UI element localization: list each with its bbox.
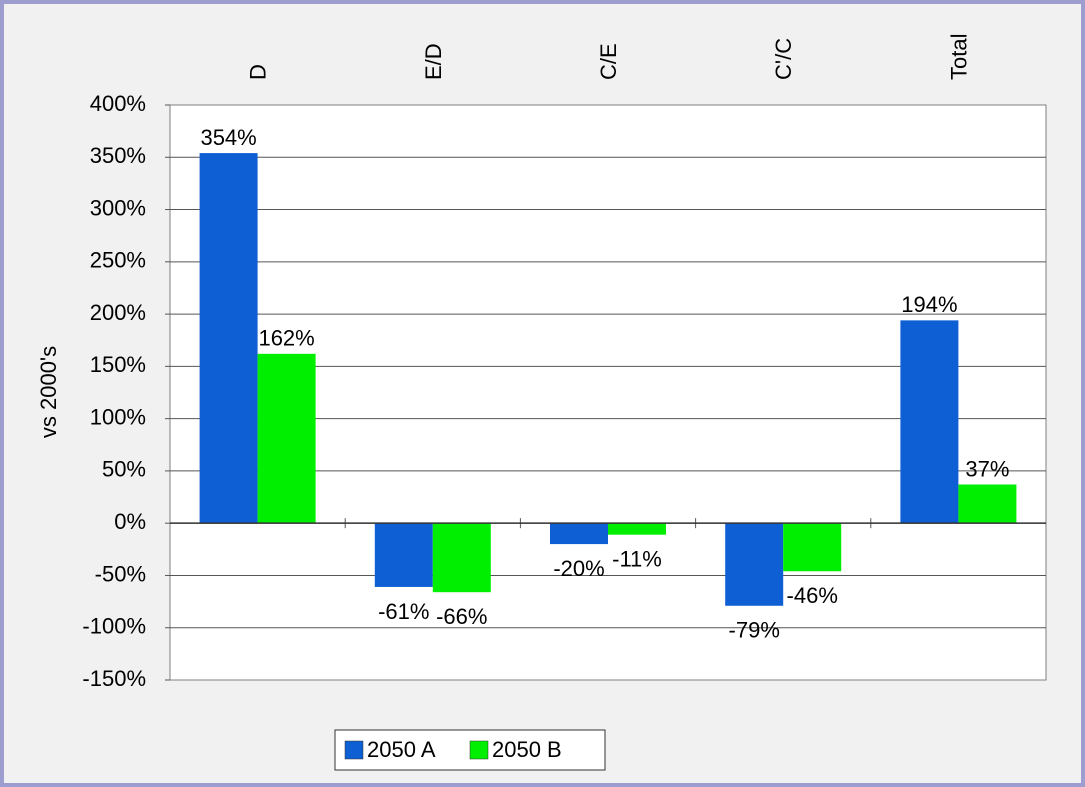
- x-tick-label: Total: [946, 34, 971, 80]
- x-tick-label: C/E: [596, 43, 621, 80]
- y-tick-label: 250%: [90, 248, 146, 273]
- data-label: -61%: [378, 599, 429, 624]
- bar: [432, 523, 491, 593]
- y-tick-label: 350%: [90, 143, 146, 168]
- y-tick-label: 200%: [90, 300, 146, 325]
- data-label: -46%: [787, 583, 838, 608]
- y-tick-label: 400%: [90, 91, 146, 116]
- y-tick-label: 100%: [90, 404, 146, 429]
- data-label: 162%: [258, 326, 314, 351]
- data-label: -11%: [612, 546, 662, 571]
- y-tick-label: 50%: [102, 457, 146, 482]
- bar: [608, 523, 666, 535]
- data-label: -79%: [729, 618, 780, 643]
- plot-area: [169, 104, 1047, 681]
- bar: [900, 320, 959, 524]
- bar: [958, 484, 1017, 524]
- y-tick-label: -50%: [95, 561, 146, 586]
- data-label: -66%: [436, 604, 487, 629]
- bar: [374, 523, 433, 587]
- legend-label: 2050 A: [367, 737, 436, 762]
- legend-swatch: [344, 740, 364, 760]
- x-tick-label: D: [246, 64, 271, 80]
- data-label: -20%: [553, 556, 604, 581]
- bar: [257, 353, 316, 524]
- data-label: 37%: [965, 456, 1009, 481]
- legend-label: 2050 B: [492, 737, 562, 762]
- bar: [199, 153, 258, 524]
- y-tick-label: -150%: [82, 666, 146, 691]
- x-tick-label: E/D: [421, 43, 446, 80]
- legend-swatch: [469, 740, 489, 760]
- bar: [783, 523, 842, 572]
- bar: [725, 523, 784, 606]
- data-label: 194%: [901, 292, 957, 317]
- data-label: 354%: [200, 125, 256, 150]
- bar: [550, 523, 608, 545]
- y-tick-label: 150%: [90, 352, 146, 377]
- y-axis-label: vs 2000's: [36, 346, 61, 438]
- x-tick-label: C'/C: [771, 38, 796, 80]
- y-tick-label: 0%: [114, 509, 146, 534]
- y-tick-label: 300%: [90, 195, 146, 220]
- y-tick-label: -100%: [82, 614, 146, 639]
